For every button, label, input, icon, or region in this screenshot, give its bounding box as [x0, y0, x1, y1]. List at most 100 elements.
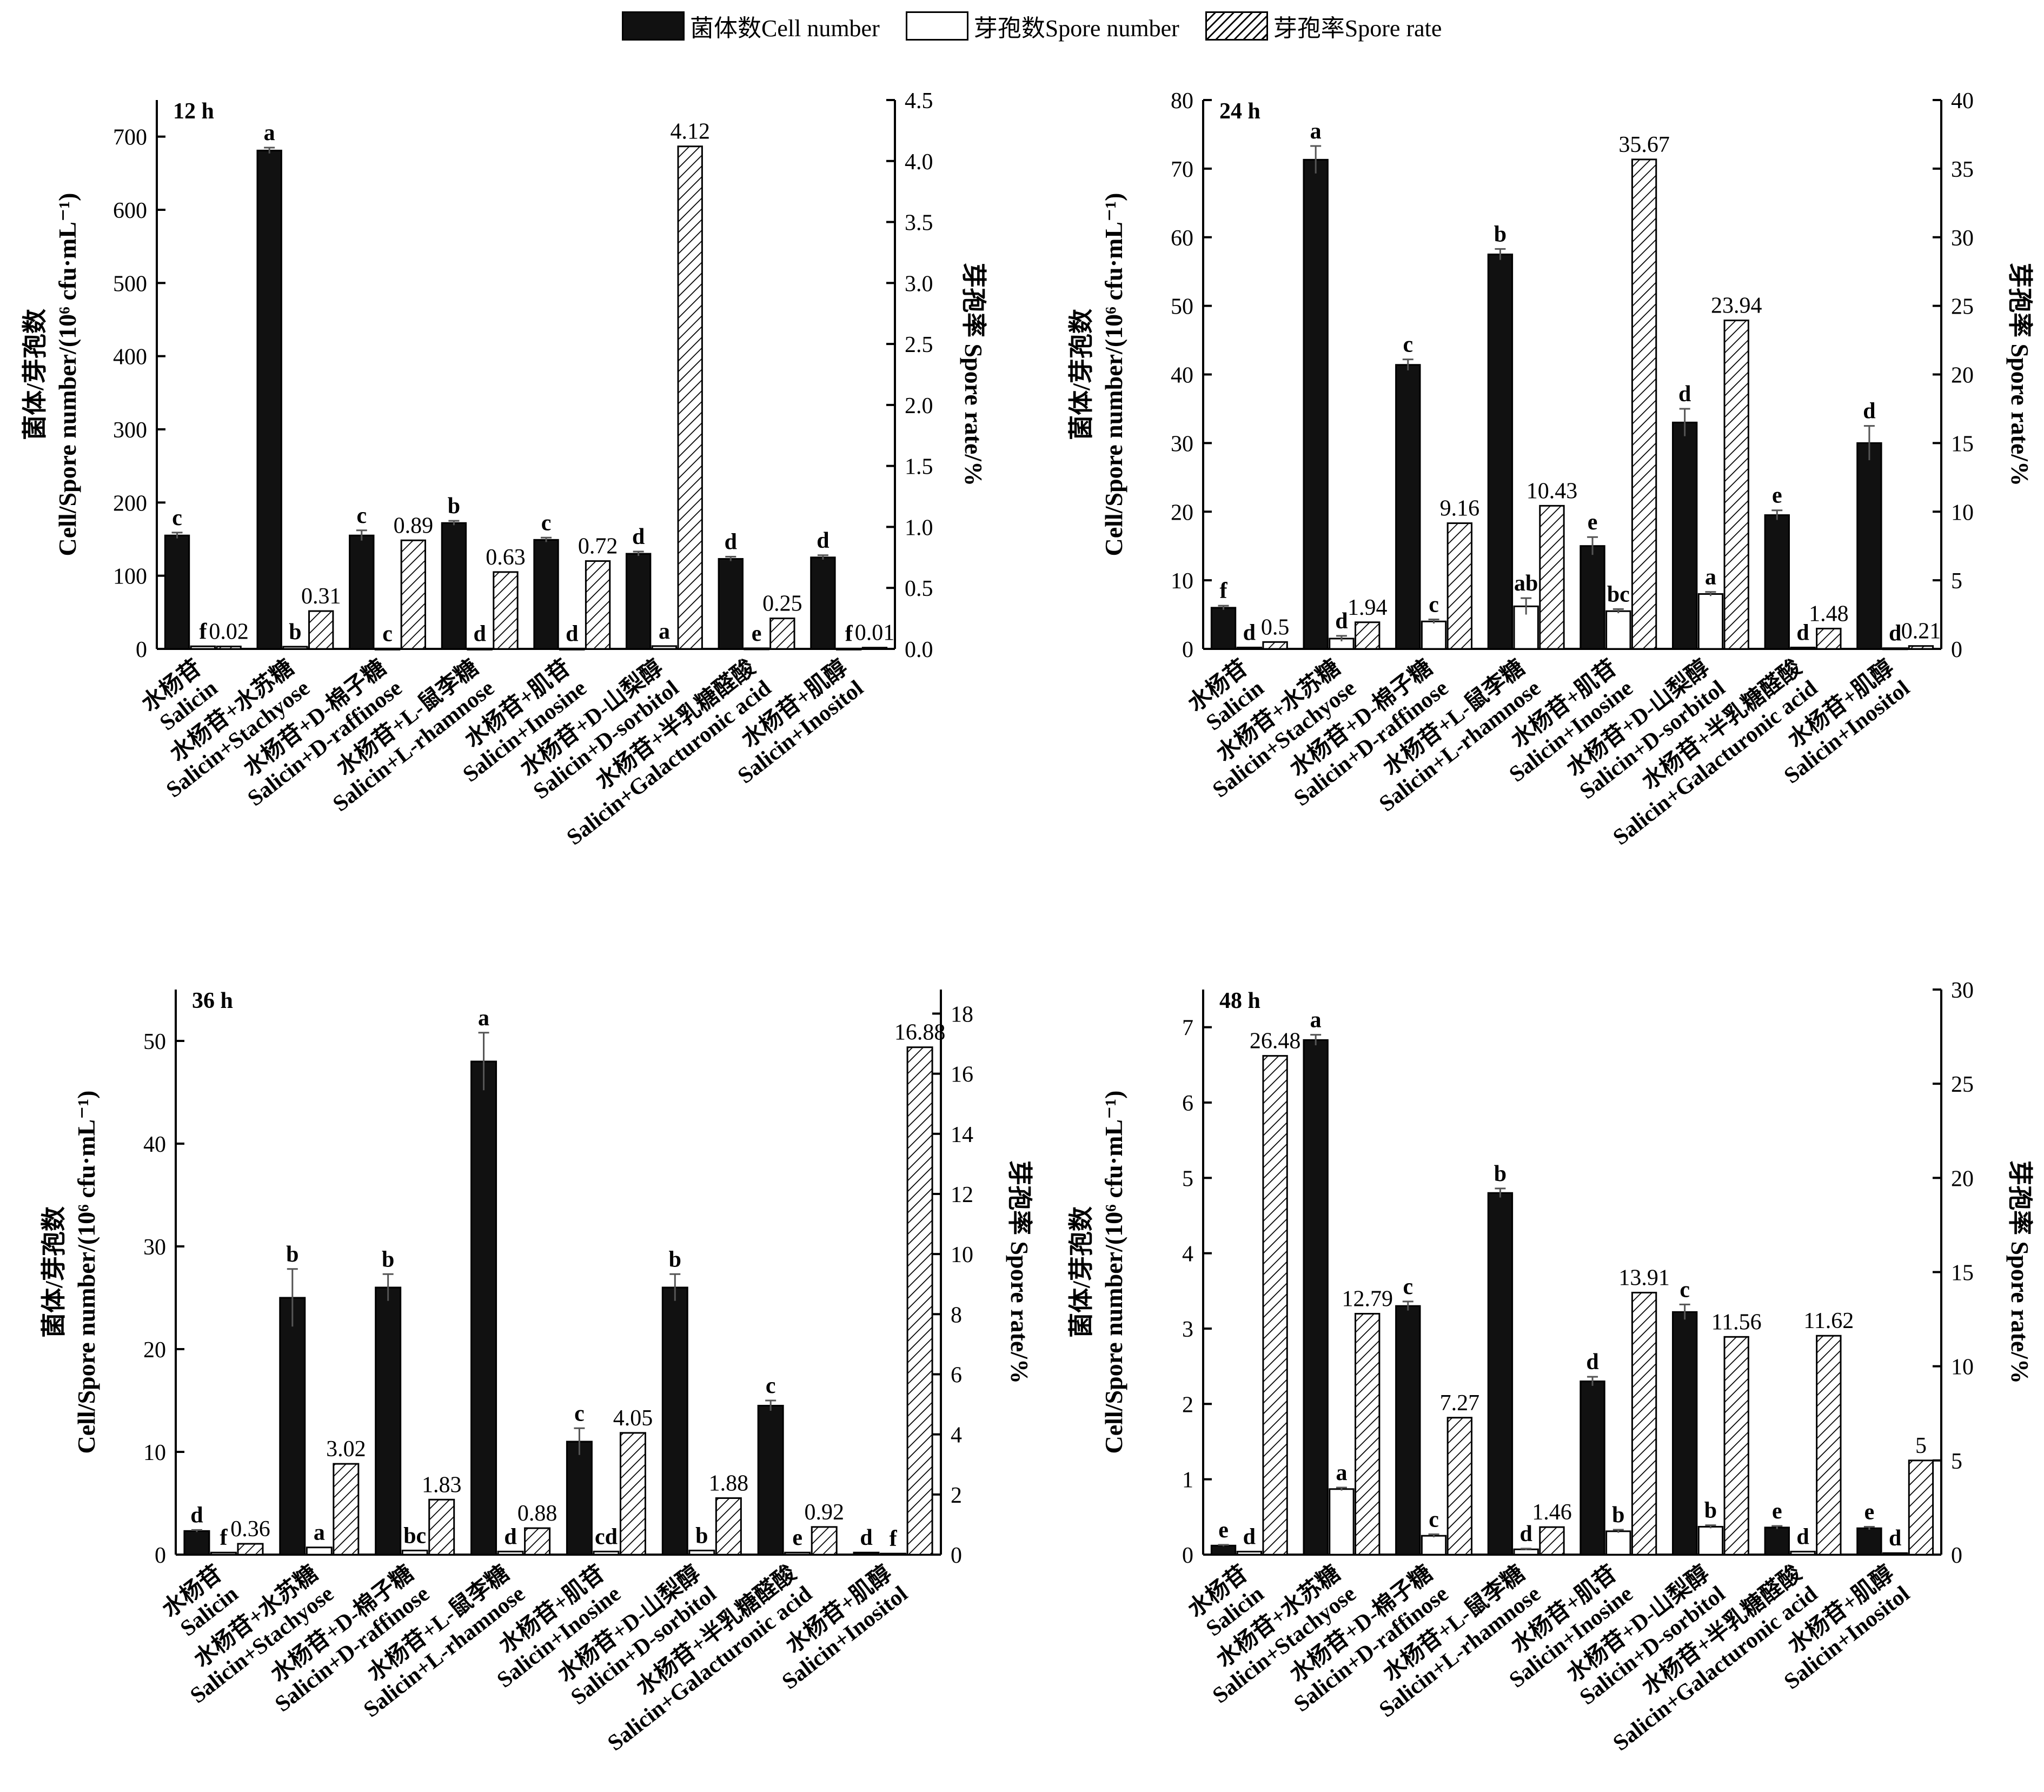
- y-left-tick-label: 600: [113, 198, 147, 223]
- bar-spore-rate: [1816, 1335, 1842, 1556]
- y-right-tick-label: 2.5: [905, 333, 933, 357]
- bar-cell-number: [279, 1297, 306, 1556]
- y-right-tick-label: 25: [1951, 295, 1974, 320]
- rate-value-label: 0.25: [762, 592, 802, 616]
- rate-value-label: 9.16: [1440, 496, 1480, 521]
- bar-spore-number: [1882, 1552, 1908, 1556]
- bar-spore-rate: [428, 1498, 455, 1556]
- bar-spore-number: [210, 1551, 237, 1556]
- y-right-tick-label: 30: [1951, 978, 1974, 1003]
- bar-cell-number: [533, 539, 559, 650]
- bar-spore-number: [1605, 610, 1631, 650]
- bar-cell-number: [183, 1530, 210, 1556]
- y-right-tick-label: 12: [951, 1183, 973, 1207]
- y-right-tick-label: 5: [1951, 569, 1962, 594]
- letter-cell: d: [725, 529, 737, 554]
- bar-cell-number: [566, 1441, 593, 1556]
- y-right-tick-label: 10: [1951, 500, 1974, 525]
- y-right-title: 芽孢率 Spore rate/%: [960, 263, 987, 486]
- y-left-tick-label: 0: [1182, 1543, 1193, 1568]
- y-left-tick-label: 6: [1182, 1091, 1193, 1116]
- y-right-tick-label: 0: [951, 1543, 962, 1568]
- legend-item-spore: 芽孢数Spore number: [905, 9, 1179, 43]
- letter-spore: d: [504, 1524, 516, 1549]
- bar-cell-number: [1395, 364, 1421, 650]
- letter-cell: d: [1586, 1350, 1598, 1375]
- letter-spore: bc: [403, 1523, 426, 1548]
- bar-cell-number: [718, 558, 744, 650]
- rate-value-label: 0.02: [209, 619, 249, 644]
- letter-cell: b: [382, 1247, 394, 1272]
- bar-spore-number: [880, 1552, 907, 1556]
- y-left-title-en: Cell/Spore number/(10⁶ cfu·mL⁻¹): [1100, 193, 1127, 556]
- bar-spore-rate: [811, 1526, 838, 1556]
- letter-spore: a: [1336, 1461, 1347, 1485]
- bar-spore-rate: [619, 1432, 646, 1556]
- panel-label: 24 h: [1219, 99, 1260, 124]
- letter-cell: c: [172, 506, 182, 530]
- rate-value-label: 11.62: [1803, 1309, 1854, 1333]
- bar-spore-rate: [1631, 1291, 1657, 1556]
- bar-cell-number: [441, 522, 467, 650]
- y-right-tick-label: 3.0: [905, 271, 933, 296]
- panel-label: 36 h: [192, 988, 233, 1013]
- letter-spore: c: [1429, 1507, 1439, 1532]
- legend-label-spore: 芽孢数Spore number: [973, 15, 1179, 42]
- bar-spore-rate: [1908, 645, 1934, 650]
- letter-spore: d: [1796, 620, 1809, 645]
- y-right-tick-label: 18: [951, 1002, 973, 1027]
- bar-cell-number: [1856, 442, 1882, 650]
- bar-cell-number: [1210, 607, 1237, 650]
- bar-spore-number: [1790, 646, 1816, 650]
- letter-spore: d: [1889, 621, 1901, 646]
- y-right-tick-label: 30: [1951, 226, 1974, 251]
- bar-spore-rate: [1446, 1417, 1473, 1556]
- chart-panel-0: 0 100 200 300 400 500 600 700 0.0 0.5 1.0 1.5 2.0 2.5…: [21, 89, 987, 850]
- letter-cell: d: [817, 528, 829, 553]
- rate-value-label: 0.89: [394, 513, 434, 538]
- bar-cell-number: [349, 534, 375, 650]
- y-right-tick-label: 20: [1951, 363, 1974, 388]
- bar-spore-number: [467, 647, 493, 651]
- y-left-tick-label: 50: [1171, 295, 1193, 320]
- chart-panel-3: 0 1 2 3 4 5 6 7 0 5 10 15 20 25 30 48 h 菌体/芽孢数 Cell/Spore…: [1067, 978, 2034, 1756]
- letter-cell: e: [1772, 1499, 1782, 1524]
- y-left-tick-label: 7: [1182, 1016, 1193, 1041]
- letter-spore: d: [1520, 1522, 1532, 1547]
- letter-cell: c: [574, 1401, 585, 1426]
- bar-cell-number: [375, 1286, 402, 1556]
- legend-swatch-spore: [905, 11, 968, 41]
- letter-cell: c: [541, 510, 552, 535]
- y-right-tick-label: 10: [951, 1243, 973, 1267]
- letter-spore: f: [890, 1526, 898, 1551]
- letter-spore: d: [474, 621, 486, 646]
- y-right-tick-label: 16: [951, 1063, 973, 1087]
- bar-spore-rate: [237, 1543, 264, 1556]
- bar-spore-rate: [308, 610, 334, 650]
- bar-spore-number: [1513, 1548, 1539, 1556]
- letter-spore: c: [1429, 592, 1439, 617]
- bar-spore-rate: [1908, 1459, 1934, 1556]
- bar-spore-number: [593, 1550, 620, 1556]
- letter-cell: c: [356, 503, 367, 528]
- bar-cell-number: [1487, 1192, 1514, 1556]
- letter-cell: e: [1864, 1499, 1875, 1524]
- y-left-title-cn: 菌体/芽孢数: [1067, 1206, 1095, 1338]
- bar-spore-number: [374, 647, 401, 651]
- chart-panel-1: 0 10 20 30 40 50 60 70 80 0 5 10 15 20 25 30 35 40 24 h 菌体/…: [1067, 89, 2034, 850]
- y-right-tick-label: 0.0: [905, 638, 933, 662]
- y-left-title-en: Cell/Spore number/(10⁶ cfu·mL⁻¹): [54, 193, 81, 556]
- y-right-tick-label: 5: [1951, 1449, 1962, 1474]
- bar-cell-number: [1580, 545, 1605, 650]
- rate-value-label: 0.36: [230, 1517, 270, 1542]
- y-right-tick-label: 0.5: [905, 576, 933, 601]
- letter-cell: d: [190, 1503, 203, 1528]
- letter-cell: a: [264, 121, 275, 145]
- bar-spore-number: [1236, 646, 1262, 650]
- rate-value-label: 13.91: [1618, 1265, 1670, 1290]
- bar-cell-number: [1856, 1527, 1882, 1556]
- bar-spore-rate: [715, 1497, 742, 1556]
- letter-spore: b: [695, 1523, 708, 1548]
- bar-spore-rate: [1631, 158, 1657, 650]
